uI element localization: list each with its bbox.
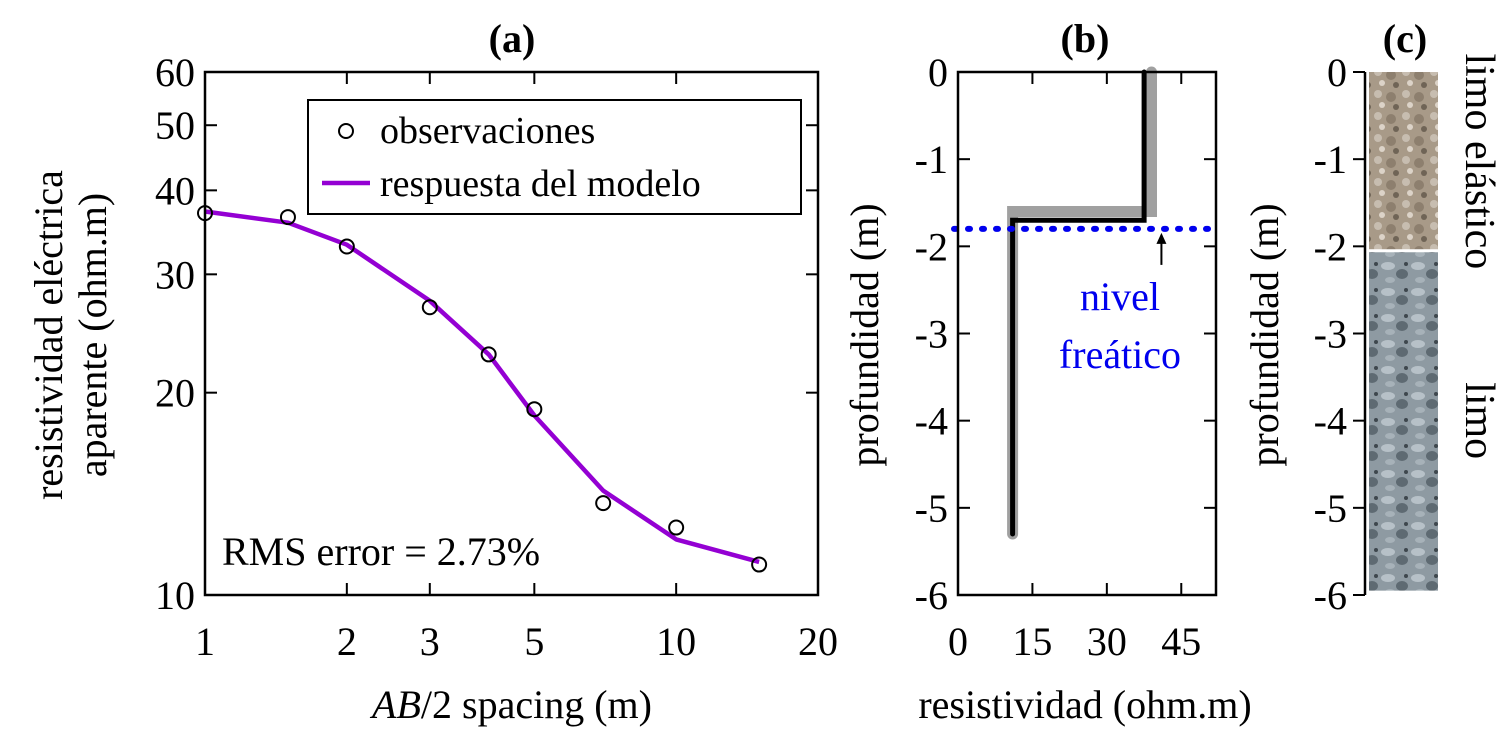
water-table-arrow-head — [1156, 232, 1167, 244]
panel-a-xtick-label: 20 — [798, 619, 838, 664]
panel-b-ytick-label: -6 — [915, 573, 948, 618]
panel-c-ytick-label: 0 — [1327, 50, 1347, 95]
observation-point — [480, 346, 497, 363]
panel-b-xtick-label: 30 — [1087, 619, 1127, 664]
soil-layer-silt — [1369, 250, 1438, 591]
legend-observations-marker — [338, 123, 354, 139]
panel-c-ytick-label: -5 — [1314, 486, 1347, 531]
legend-observations-label: observaciones — [380, 110, 595, 152]
panel-b-xlabel: resistividad (ohm.m) — [918, 682, 1251, 727]
panel-c-soil-layers: limo elástico limo — [1369, 53, 1500, 591]
panel-a-xtick-label: 2 — [337, 619, 357, 664]
panel-c-soil-column: (c) profundidad (m) 0 -1 -2 -3 -4 -5 -6 limo e… — [1242, 16, 1500, 618]
observation-point — [279, 209, 296, 226]
observation-point — [338, 238, 355, 255]
inverted-model-line — [1010, 69, 1147, 537]
panel-b-frame — [956, 70, 1218, 597]
panel-c-ytick-label: -6 — [1314, 573, 1347, 618]
panel-a-ylabel-line1: resistividad eléctrica — [26, 170, 71, 500]
legend: observaciones respuesta del modelo — [307, 99, 802, 215]
panel-b-ytick-label: -3 — [915, 312, 948, 357]
observation-point — [595, 495, 612, 512]
panel-a-plot-area — [197, 205, 768, 573]
model-response-line — [204, 209, 760, 565]
panel-c-ytick-label: -4 — [1314, 399, 1347, 444]
panel-b-label: (b) — [1061, 16, 1110, 61]
panel-c-ticks: 0 -1 -2 -3 -4 -5 -6 — [1314, 50, 1367, 618]
panel-c-ytick-label: -1 — [1314, 137, 1347, 182]
panel-b-ticks: 0-1-2-3-4-5-60 15 30 45 — [915, 50, 1216, 664]
panel-a-xtick-label: 5 — [524, 619, 544, 664]
panel-b-ytick-label: -4 — [915, 399, 948, 444]
observation-point — [526, 401, 543, 418]
panel-a-label: (a) — [489, 16, 536, 61]
panel-b-xtick-label: 15 — [1012, 619, 1052, 664]
legend-box — [307, 99, 802, 215]
panel-a-ytick-label: 60 — [155, 50, 195, 95]
panel-b-resistivity-model: (b) profundidad (m) 0-1-2-3-4-5-60 15 30 45… — [842, 16, 1252, 727]
panel-b-ylabel: profundidad (m) — [842, 203, 887, 466]
panel-a-xtick-label: 1 — [195, 619, 215, 664]
panel-b-plot-area — [951, 66, 1215, 540]
rms-error-annotation: RMS error = 2.73% — [222, 529, 540, 574]
panel-a-ytick-label: 20 — [155, 371, 195, 416]
observation-point — [751, 556, 768, 573]
observation-point — [421, 299, 438, 316]
panel-a-xlabel: AB/2 spacing (m) — [369, 682, 652, 727]
panel-a-ytick-label: 30 — [155, 252, 195, 297]
panel-c-ytick-label: -2 — [1314, 224, 1347, 269]
panel-b-xtick-label: 0 — [948, 619, 968, 664]
panel-a-xtick-label: 10 — [656, 619, 696, 664]
panel-b-ytick-label: 0 — [928, 50, 948, 95]
observation-point — [668, 519, 685, 536]
panel-a-frame — [203, 70, 820, 597]
panel-b-xtick-label: 45 — [1161, 619, 1201, 664]
panel-b-ytick-label: -1 — [915, 137, 948, 182]
panel-a-xlabel-rest: /2 spacing (m) — [421, 682, 652, 727]
panel-a-ytick-label: 50 — [155, 103, 195, 148]
panel-a-ytick-label: 40 — [155, 168, 195, 213]
panel-c-ytick-label: -3 — [1314, 312, 1347, 357]
panel-a-ytick-label: 10 — [155, 573, 195, 618]
legend-model-label: respuesta del modelo — [380, 163, 701, 205]
panel-b-ytick-label: -2 — [915, 224, 948, 269]
panel-c-label: (c) — [1383, 16, 1427, 61]
water-table-label-line2: freático — [1059, 332, 1181, 377]
panel-c-ylabel: profundidad (m) — [1242, 203, 1287, 466]
panel-a-xtick-label: 3 — [420, 619, 440, 664]
panel-b-ytick-label: -5 — [915, 486, 948, 531]
panel-a-apparent-resistivity: (a) resistividad eléctrica aparente (ohm… — [26, 16, 838, 727]
soil-layer-elastic-silt — [1369, 72, 1438, 251]
soil-layer-label: limo — [1456, 382, 1500, 459]
soil-layer-label: limo elástico — [1456, 53, 1500, 269]
panel-a-ylabel-line2: aparente (ohm.m) — [70, 193, 115, 477]
panel-a-xlabel-italic: AB — [369, 682, 421, 727]
panel-a-ticks: 10 20 30 40 50 60 1 2 3 5 10 20 — [155, 50, 838, 664]
water-table-label-line1: nivel — [1080, 274, 1160, 319]
